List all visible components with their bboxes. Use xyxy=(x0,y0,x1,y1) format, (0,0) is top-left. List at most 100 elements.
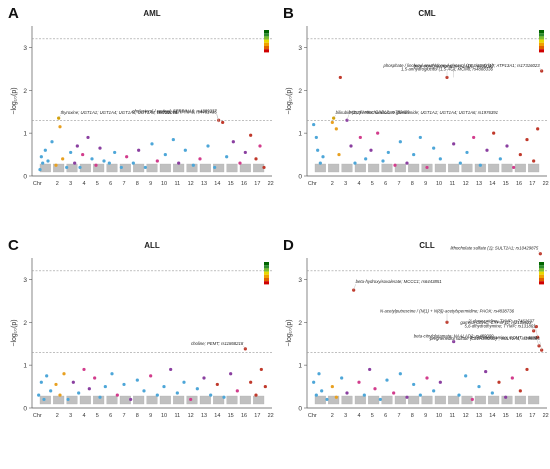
chromosome-bar xyxy=(461,395,473,405)
data-point xyxy=(129,397,133,402)
data-point xyxy=(418,393,422,397)
data-point xyxy=(107,161,111,165)
data-point xyxy=(182,380,186,384)
x-tick-label: 12 xyxy=(463,181,469,187)
data-point xyxy=(525,137,529,142)
data-point xyxy=(465,150,469,155)
legend-swatch xyxy=(264,271,269,275)
data-point xyxy=(376,131,380,135)
data-point xyxy=(485,148,489,152)
chromosome-bar xyxy=(53,163,65,173)
y-axis-label: −log₁₀(p) xyxy=(11,87,18,114)
x-tick-label: 16 xyxy=(516,181,522,187)
data-point xyxy=(320,389,324,393)
x-tick-label: 22 xyxy=(268,413,274,419)
x-tick-label: 7 xyxy=(397,413,400,419)
data-point xyxy=(43,148,47,152)
x-tick-label: 11 xyxy=(449,413,455,419)
data-point xyxy=(262,165,266,170)
y-tick-label: 2 xyxy=(298,320,302,327)
x-tick-label: 9 xyxy=(424,181,427,187)
legend-swatch xyxy=(264,42,269,46)
data-point xyxy=(45,374,49,378)
data-point xyxy=(386,150,390,155)
data-point xyxy=(362,393,366,397)
x-tick-label: 22 xyxy=(543,181,549,187)
x-tick-label: 12 xyxy=(463,413,469,419)
chromosome-bar xyxy=(226,163,238,173)
x-tick-label: 7 xyxy=(397,181,400,187)
x-tick-label: 13 xyxy=(201,413,207,419)
chromosome-bar xyxy=(66,163,78,173)
chromosome-bar xyxy=(173,395,185,405)
chromosome-bar xyxy=(448,395,460,405)
data-point xyxy=(353,161,357,165)
chromosome-bar xyxy=(514,163,526,173)
data-point xyxy=(532,159,536,163)
data-point xyxy=(345,391,349,395)
chromosome-bar xyxy=(53,395,65,405)
annotation-leader xyxy=(534,323,537,327)
x-tick-label: 10 xyxy=(161,413,167,419)
data-point xyxy=(119,165,123,170)
x-tick-label: 8 xyxy=(411,413,414,419)
chromosome-bar xyxy=(79,395,91,405)
chromosome-bar xyxy=(314,395,326,405)
data-point xyxy=(325,397,329,402)
annotation-label: choline; PEMT; rs11868218 xyxy=(191,341,244,346)
chromosome-bar xyxy=(381,163,393,173)
data-point xyxy=(98,146,102,150)
x-tick-label: 7 xyxy=(122,181,125,187)
x-tick-label: 3 xyxy=(69,181,72,187)
annotation-leader xyxy=(243,345,246,349)
data-point xyxy=(69,150,73,155)
data-point xyxy=(317,372,321,376)
data-point xyxy=(209,393,213,397)
data-point xyxy=(42,397,46,402)
data-point xyxy=(398,372,402,376)
x-tick-label: 12 xyxy=(188,413,194,419)
data-point xyxy=(525,367,529,372)
data-point xyxy=(169,367,173,372)
annotation-label: 5,6-dihydrothymine; TYMP; rs131801 xyxy=(464,323,536,328)
legend-swatch xyxy=(539,36,544,40)
chromosome-bar xyxy=(39,163,51,173)
data-point xyxy=(215,382,219,387)
chromosome-bar xyxy=(394,163,406,173)
data-point xyxy=(98,395,102,399)
legend-swatch xyxy=(539,278,544,282)
data-point xyxy=(206,144,210,148)
data-point xyxy=(58,125,62,129)
data-point xyxy=(330,384,334,389)
annotation-label: N-acetylputrescine / (N(1) + N(8))-acety… xyxy=(380,308,515,313)
x-tick-label: 15 xyxy=(503,413,509,419)
data-point xyxy=(77,391,81,395)
x-tick-label: 2 xyxy=(56,413,59,419)
x-tick-label: 2 xyxy=(331,413,334,419)
data-point xyxy=(314,393,318,397)
annotation-label: gamma-CEHC; CYP4F11; rs2108622 xyxy=(460,320,532,325)
data-point xyxy=(337,152,341,157)
annotation-leader xyxy=(538,250,541,254)
data-point xyxy=(490,391,494,395)
chromosome-bar xyxy=(239,163,251,173)
data-point xyxy=(94,163,98,167)
x-tick-label: Chr xyxy=(308,181,317,187)
x-tick-label: 2 xyxy=(331,181,334,187)
x-tick-label: 22 xyxy=(268,181,274,187)
chromosome-bar xyxy=(199,163,211,173)
chromosome-bar xyxy=(434,163,446,173)
data-point xyxy=(518,152,522,157)
y-tick-label: 1 xyxy=(23,363,27,370)
data-point xyxy=(498,157,502,161)
annotation-leader xyxy=(58,115,61,119)
data-point xyxy=(385,378,389,382)
annotation-label: cholesterol / cortisol; SERPINA6; rs4889… xyxy=(132,108,217,113)
data-point xyxy=(189,397,193,402)
annotation-leader xyxy=(353,284,356,291)
data-point xyxy=(412,382,416,387)
legend-swatch xyxy=(539,39,544,43)
data-point xyxy=(334,127,338,131)
data-point xyxy=(532,329,536,333)
chromosome-bar xyxy=(354,395,366,405)
